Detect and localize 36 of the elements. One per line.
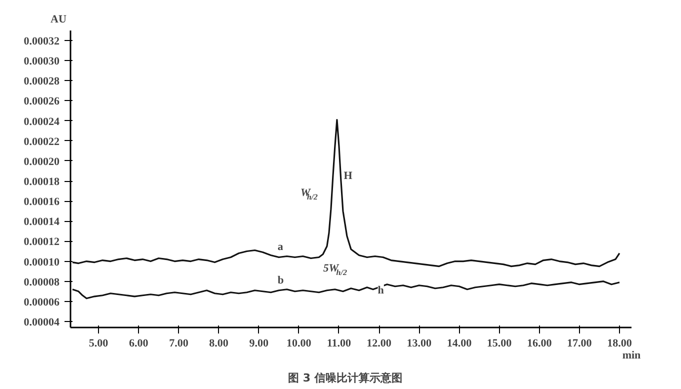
x-tick-label: 16.00 bbox=[526, 338, 552, 350]
x-tick-label: 5.00 bbox=[88, 338, 109, 350]
y-tick-label: 0.00016 bbox=[24, 196, 60, 208]
y-tick-label: 0.00008 bbox=[24, 276, 60, 288]
y-tick-label: 0.00022 bbox=[24, 136, 60, 148]
y-tick-label: 0.00032 bbox=[24, 36, 60, 48]
y-tick-label: 0.00030 bbox=[24, 56, 60, 68]
annotation: a bbox=[278, 241, 284, 254]
annotation: h bbox=[378, 284, 384, 296]
annotation: H bbox=[344, 170, 353, 182]
y-axis-title: AU bbox=[50, 14, 66, 26]
x-tick-label: 14.00 bbox=[446, 338, 472, 350]
x-tick-label: 13.00 bbox=[406, 338, 432, 350]
x-tick-label: 11.00 bbox=[326, 338, 352, 350]
x-axis-title: min bbox=[622, 350, 641, 362]
y-tick-label: 0.00004 bbox=[24, 316, 60, 328]
x-tick-label: 6.00 bbox=[128, 338, 149, 350]
y-tick-label: 0.00012 bbox=[24, 236, 60, 248]
x-tick-label: 12.00 bbox=[366, 338, 392, 350]
y-tick-label: 0.00014 bbox=[24, 216, 60, 228]
x-tick-label: 17.00 bbox=[567, 338, 592, 350]
y-tick-label: 0.00010 bbox=[24, 256, 60, 268]
y-tick-label: 0.00028 bbox=[24, 76, 60, 88]
x-tick-label: 18.00 bbox=[607, 338, 632, 350]
x-tick-label: 7.00 bbox=[169, 338, 189, 350]
y-tick-label: 0.00018 bbox=[24, 176, 60, 188]
y-tick-label: 0.00024 bbox=[24, 116, 60, 128]
annotation: b bbox=[278, 274, 284, 286]
x-tick-label: 9.00 bbox=[249, 338, 269, 350]
y-tick-label: 0.00026 bbox=[24, 96, 60, 108]
x-tick-label: 15.00 bbox=[486, 338, 512, 350]
y-tick-label: 0.00020 bbox=[24, 156, 60, 168]
x-tick-label: 10.00 bbox=[286, 338, 312, 350]
x-tick-label: 8.00 bbox=[209, 338, 229, 350]
y-tick-label: 0.00006 bbox=[24, 296, 60, 308]
text: 图 3 信噪比计算示意图 bbox=[288, 372, 402, 384]
